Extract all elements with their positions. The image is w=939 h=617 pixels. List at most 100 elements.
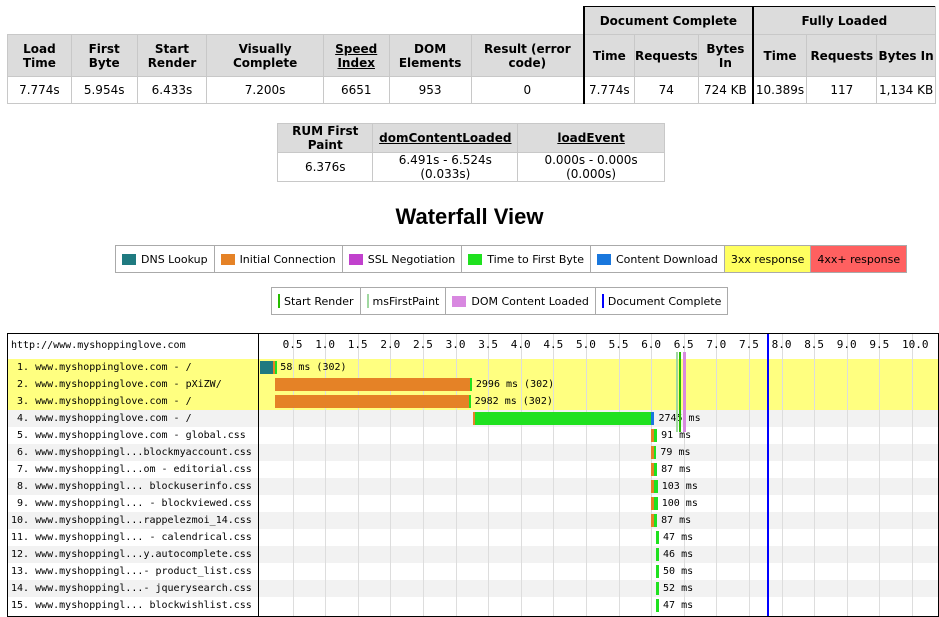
request-time: 47 ms [663,532,694,543]
request-label[interactable]: 5. www.myshoppinglove.com - global.css [11,430,246,441]
bar-ttfb [654,514,658,527]
request-label[interactable]: 12. www.myshoppingl...y.autocomplete.css [11,549,252,560]
bar-conn [651,497,655,510]
bar-ttfb [469,378,472,391]
request-label[interactable]: 10. www.myshoppingl...rappelezmoi_14.css [11,515,252,526]
request-time: 46 ms [663,549,694,560]
request-time: 100 ms [661,498,698,509]
tick-label: 9.0 [836,338,857,351]
legend-item-3: Document Complete [594,287,729,315]
tick-label: 2.5 [413,338,433,351]
waterfall-row[interactable] [8,563,938,580]
request-label[interactable]: 13. www.myshoppingl...- product_list.css [11,566,252,577]
bar-ttfb [654,480,658,493]
legend-swatch [278,294,280,308]
request-label[interactable]: 7. www.myshoppingl...om - editorial.css [11,464,252,475]
legend-item-4: Content Download [589,245,725,273]
request-label[interactable]: 14. www.myshoppingl...- jquerysearch.css [11,583,252,594]
request-time: 47 ms [663,600,694,611]
summary-header-4[interactable]: Speed Index [322,34,390,77]
summary-value-1: 5.954s [70,76,138,104]
grid-line [292,334,294,616]
tick-label: 7.0 [706,338,727,351]
tick-label: 7.5 [739,338,759,351]
marker-legend: Start Render msFirstPaint DOM Content Load… [271,287,729,315]
waterfall-legend: DNS Lookup Initial Connection SSL Negotiat… [115,245,908,273]
summary-value-6: 0 [470,76,585,104]
request-time: 2982 ms (302) [474,396,553,407]
request-label[interactable]: 9. www.myshoppingl... - blockviewed.css [11,498,252,509]
grid-line [553,334,555,616]
bar-ttfb [475,412,652,425]
rum-header-1[interactable]: domContentLoaded [372,123,519,153]
legend-swatch [452,295,467,307]
waterfall-row[interactable] [8,376,938,393]
grid-line [749,334,750,616]
marker-doc-complete [766,334,769,616]
legend-swatch [348,253,363,265]
request-label[interactable]: 3. www.myshoppinglove.com - / [11,396,192,407]
legend-swatch [601,294,604,308]
bar-ttfb [656,565,659,578]
summary-header-2: Start Render [136,34,208,77]
fully-loaded-header: Fully Loaded [751,6,936,35]
legend-swatch [596,253,611,265]
tick-label: 8.5 [804,338,825,351]
grid-line [390,334,392,616]
bar-conn [273,361,276,374]
tick-label: 10.0 [902,338,929,351]
waterfall-row[interactable] [8,444,938,461]
waterfall-row[interactable] [8,580,938,597]
waterfall-row[interactable] [8,495,938,512]
bar-ttfb [654,446,657,459]
bar-ttfb [654,463,658,476]
rum-value-0: 6.376s [276,152,374,182]
request-label[interactable]: 1. www.myshoppinglove.com - / [11,362,192,373]
waterfall-row[interactable] [8,427,938,444]
rum-table: RUM First Paint domContentLoaded loadEvent… [276,123,665,182]
summary-header-7: Time [582,34,635,77]
grid-line [618,334,620,616]
waterfall-row[interactable] [8,359,938,376]
summary-header-6: Result (error code) [470,34,585,77]
bar-dl [651,412,655,425]
summary-value-4: 6651 [322,76,390,104]
request-label[interactable]: 4. www.myshoppinglove.com - / [11,413,192,424]
summary-table: Document Complete Fully Loaded Load Time… [7,6,936,104]
grid-line [357,334,359,616]
request-time: 52 ms [663,583,694,594]
request-label[interactable]: 15. www.myshoppingl... blockwishlist.css [11,600,252,611]
legend-label: msFirstPaint [372,295,440,308]
summary-value-11: 117 [806,76,878,104]
request-time: 58 ms (302) [280,362,347,373]
legend-item-3: Time to First Byte [461,245,591,273]
tick-label: 6.0 [641,338,662,351]
legend-item-6: 4xx+ response [810,245,908,273]
bar-ttfb [656,531,659,544]
rum-header-2[interactable]: loadEvent [517,123,665,153]
waterfall-row[interactable] [8,393,938,410]
bar-conn [651,480,655,493]
bar-ttfb [656,599,659,612]
marker-start-render [679,352,682,432]
waterfall-row[interactable] [8,597,938,614]
waterfall-row[interactable] [8,512,938,529]
waterfall-row[interactable] [8,461,938,478]
bar-conn [651,514,655,527]
summary-value-3: 7.200s [206,76,324,104]
request-label[interactable]: 8. www.myshoppingl... blockuserinfo.css [11,481,252,492]
request-label[interactable]: 2. www.myshoppinglove.com - pXiZW/ [11,379,222,390]
legend-swatch [122,253,136,265]
request-label[interactable]: 11. www.myshoppingl... - calendrical.css [11,532,252,543]
waterfall-row[interactable] [8,546,938,563]
legend-swatch [220,253,235,265]
summary-value-5: 953 [388,76,472,104]
legend-label: Content Download [615,252,718,266]
waterfall-row[interactable] [8,529,938,546]
request-label[interactable]: 6. www.myshoppingl...blockmyaccount.css [11,447,252,458]
page-url: http://www.myshoppinglove.com [11,340,186,351]
waterfall-row[interactable] [8,478,938,495]
legend-item-5: 3xx response [723,245,812,273]
grid-line [879,334,881,616]
grid-line [586,334,587,616]
